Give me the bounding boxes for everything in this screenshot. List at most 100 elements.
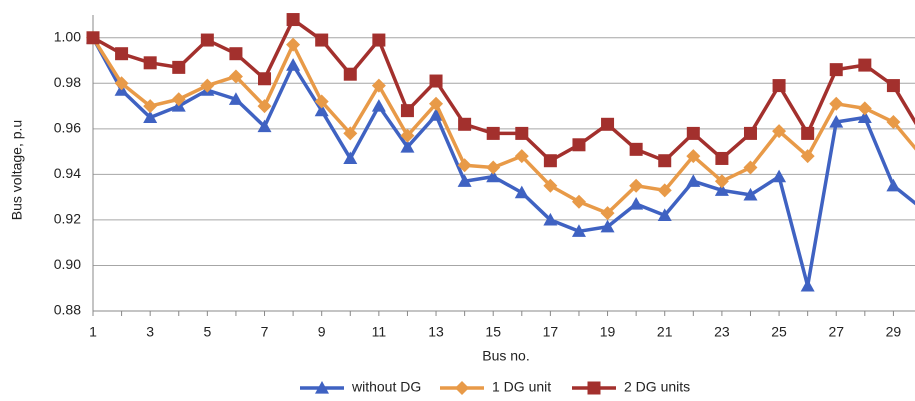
y-tick-label: 1.00 [54,28,81,44]
data-point [829,96,844,111]
legend-label: without DG [351,379,421,395]
data-point [172,60,186,74]
data-point [571,224,586,237]
data-point [228,92,243,105]
data-point [372,33,386,47]
data-point [171,92,186,107]
legend-label: 2 DG units [624,379,690,395]
x-tick-label: 3 [146,324,154,340]
y-tick-label: 0.96 [54,120,81,136]
data-point [886,79,900,93]
x-tick-label: 5 [203,324,211,340]
data-point [629,142,643,156]
data-point [515,126,529,140]
data-point [857,101,872,116]
legend-marker [587,381,601,395]
data-point [457,158,472,173]
data-point [514,149,529,164]
series-line [92,17,915,163]
data-point [572,138,586,152]
data-point [543,212,558,226]
data-point [200,33,214,47]
data-point [857,110,872,124]
data-point [286,13,300,27]
data-point [829,115,844,128]
data-point [86,31,100,45]
data-point [429,96,444,111]
data-point [714,174,729,189]
data-point [400,104,414,118]
data-point [658,154,672,168]
x-tick-label: 17 [543,324,559,340]
data-point [829,63,843,77]
data-point [115,47,129,61]
data-point [801,126,815,140]
data-point [600,219,615,233]
data-point [600,206,615,221]
y-tick-label: 0.88 [54,302,81,318]
data-point [657,183,672,198]
legend-marker [455,381,469,395]
data-point [486,126,500,140]
y-tick-label: 0.98 [54,74,81,90]
x-tick-label: 21 [657,324,673,340]
x-tick-label: 11 [372,324,387,340]
data-point [286,58,301,71]
data-point [629,196,644,210]
data-point [229,47,243,61]
data-point [228,69,243,84]
data-point [772,124,787,139]
y-axis-label: Bus voltage, p.u [9,120,25,220]
data-point [315,33,329,47]
series-line [91,36,915,215]
data-point [571,194,586,209]
legend-marker [315,381,329,394]
data-point [371,78,386,93]
data-point [258,72,272,86]
data-point [400,128,415,143]
data-point [486,160,501,175]
data-point [543,178,558,193]
data-point [200,78,215,93]
data-point [458,117,472,131]
data-point [143,56,157,70]
data-point [743,160,758,175]
x-tick-label: 29 [886,324,902,340]
data-point [772,79,786,93]
data-point [657,208,672,221]
data-point [343,67,357,81]
data-point [486,169,501,183]
data-point [400,140,415,153]
x-tick-label: 7 [261,324,269,340]
data-point [143,99,158,114]
data-point [629,178,644,193]
data-point [543,154,557,168]
x-tick-label: 27 [828,324,844,340]
data-point [371,99,386,112]
y-tick-label: 0.92 [54,211,81,227]
series-line [91,36,915,288]
x-tick-label: 15 [485,324,501,340]
data-point [686,174,701,187]
data-point [772,169,787,183]
y-tick-label: 0.94 [54,165,81,181]
data-point [715,151,729,165]
data-point [686,126,700,140]
x-tick-label: 9 [318,324,326,340]
x-tick-label: 19 [600,324,616,340]
x-tick-label: 25 [771,324,787,340]
data-point [714,183,729,196]
data-point [114,76,129,91]
data-point [257,119,272,133]
data-point [143,110,158,124]
data-point [886,115,901,130]
x-axis-label: Bus no. [482,348,529,364]
data-point [314,103,329,117]
data-point [343,151,358,165]
data-point [886,178,901,192]
data-point [429,74,443,88]
x-tick-label: 13 [428,324,444,340]
data-point [743,126,757,140]
